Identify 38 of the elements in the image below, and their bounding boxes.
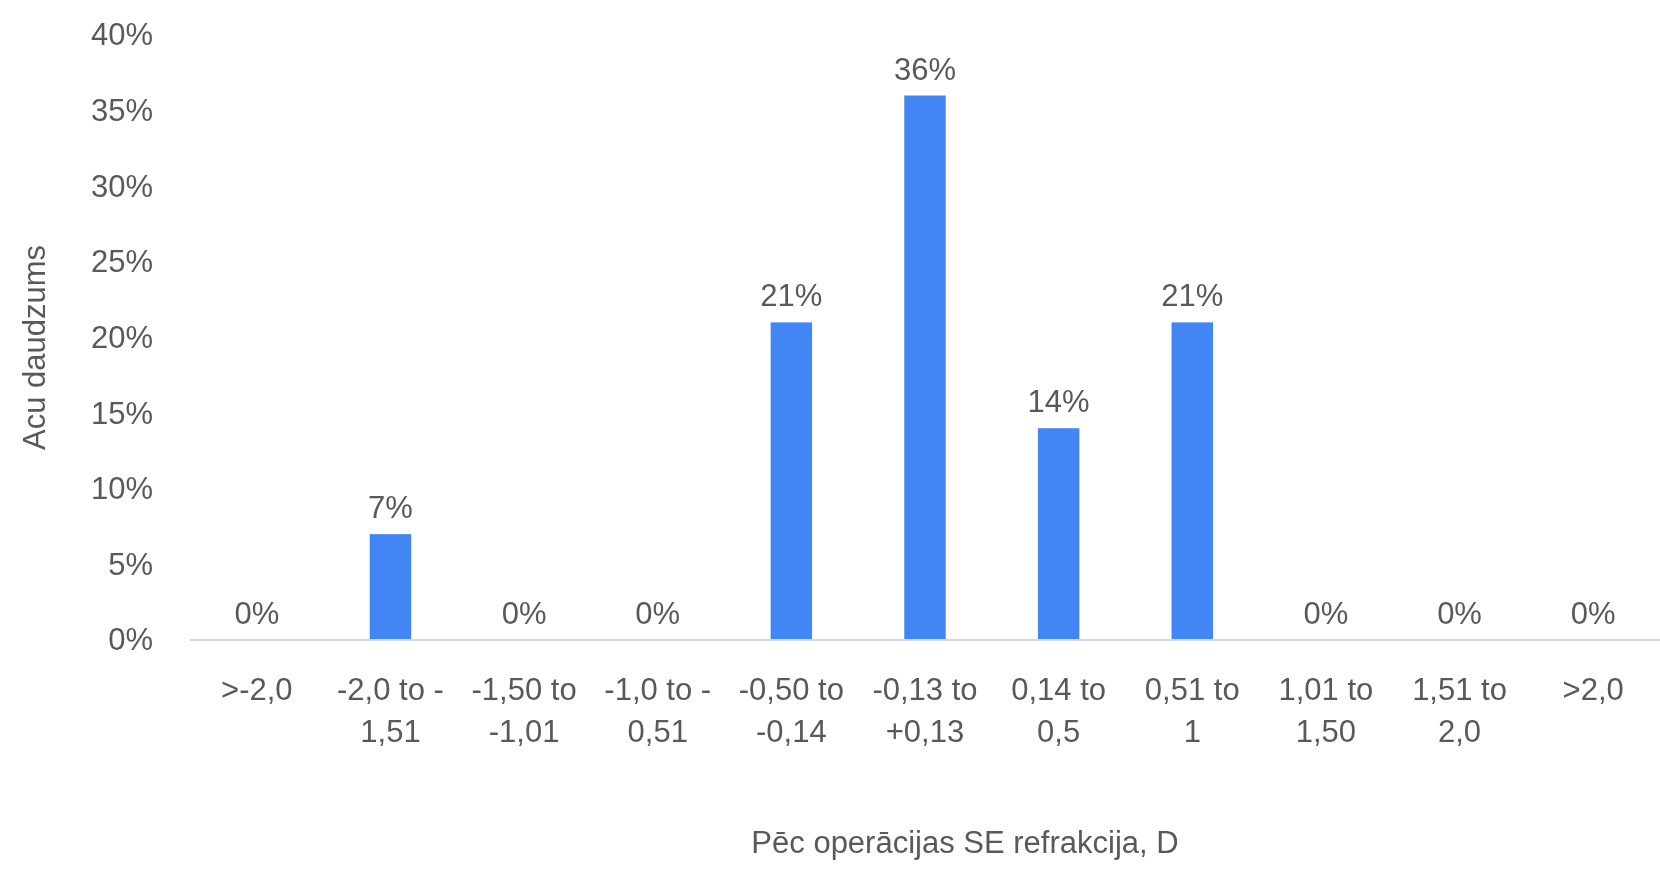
data-label: 0% <box>501 596 547 631</box>
data-label: 21% <box>760 278 823 314</box>
data-label: 0% <box>1570 596 1616 631</box>
x-tick-label: >2,0 <box>1562 672 1624 707</box>
x-tick-label: -0,50 to -0,14 <box>738 672 844 749</box>
y-tick-label: 30% <box>90 168 153 204</box>
bar <box>904 95 946 640</box>
data-label: 14% <box>1027 384 1090 420</box>
x-tick-label: 1,01 to 1,50 <box>1278 672 1374 749</box>
x-axis-title: Pēc operācijas SE refrakcija, D <box>751 825 1179 860</box>
y-tick-label: 20% <box>90 319 153 355</box>
bar <box>770 322 813 640</box>
y-tick-label: 5% <box>108 546 153 582</box>
x-tick-label: -1,0 to -0,51 <box>604 672 712 749</box>
x-tick-label: 0,51 to 1 <box>1144 672 1240 749</box>
x-tick-label: -2,0 to -1,51 <box>337 672 444 749</box>
y-tick-label: 10% <box>90 471 153 507</box>
x-tick-label: 1,51 to 2,0 <box>1412 672 1507 749</box>
data-label: 0% <box>635 596 681 631</box>
data-label: 21% <box>1161 278 1224 314</box>
data-label: 0% <box>234 596 280 631</box>
x-tick-label: -0,13 to +0,13 <box>872 672 978 749</box>
bar <box>1171 322 1213 640</box>
bar <box>1037 428 1080 640</box>
y-tick-label: 0% <box>108 622 153 658</box>
y-tick-label: 40% <box>90 17 153 53</box>
y-tick-label: 25% <box>90 244 153 280</box>
x-tick-label: 0,14 to 0,5 <box>1011 672 1107 749</box>
y-tick-label: 15% <box>90 395 153 431</box>
x-tick-label: -1,50 to -1,01 <box>471 672 577 749</box>
data-label: 7% <box>368 490 413 526</box>
y-axis-title: Acu daudzums <box>17 244 52 451</box>
data-label: 0% <box>1303 596 1349 631</box>
x-tick-label: >-2,0 <box>221 672 293 707</box>
y-tick-label: 35% <box>90 93 153 129</box>
bar <box>369 534 412 640</box>
data-label: 36% <box>893 51 957 87</box>
data-label: 0% <box>1437 596 1482 631</box>
